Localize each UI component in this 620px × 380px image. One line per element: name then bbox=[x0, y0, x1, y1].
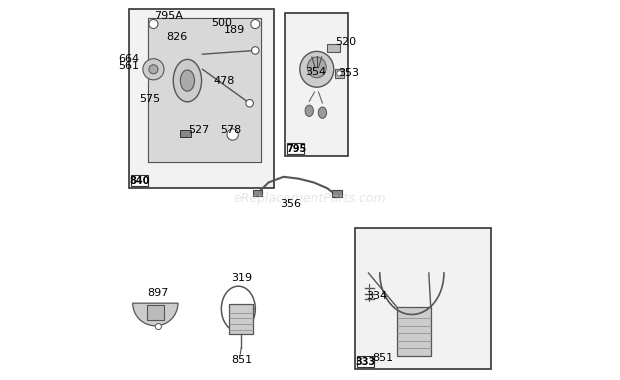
Bar bbox=[131, 175, 148, 186]
Bar bbox=[287, 143, 304, 154]
Circle shape bbox=[143, 59, 164, 80]
Bar bbox=[357, 356, 374, 367]
Text: 897: 897 bbox=[147, 288, 169, 298]
Circle shape bbox=[246, 100, 254, 107]
Text: 356: 356 bbox=[281, 200, 302, 209]
Ellipse shape bbox=[300, 51, 334, 87]
Ellipse shape bbox=[180, 70, 195, 91]
Text: 334: 334 bbox=[366, 291, 388, 301]
Text: 478: 478 bbox=[214, 76, 235, 86]
Circle shape bbox=[156, 323, 161, 329]
Text: 578: 578 bbox=[220, 125, 241, 135]
Ellipse shape bbox=[308, 57, 326, 78]
Ellipse shape bbox=[305, 105, 313, 116]
Text: 354: 354 bbox=[306, 67, 327, 77]
Text: 795A: 795A bbox=[154, 11, 182, 22]
Circle shape bbox=[337, 71, 342, 76]
Bar bbox=[332, 190, 342, 197]
Text: 353: 353 bbox=[339, 68, 360, 78]
Bar bbox=[253, 190, 262, 196]
Text: eReplacementParts.com: eReplacementParts.com bbox=[234, 192, 386, 205]
Text: 527: 527 bbox=[188, 125, 210, 135]
Circle shape bbox=[250, 19, 260, 28]
Bar bbox=[327, 44, 340, 52]
Bar bbox=[147, 305, 164, 320]
Text: 500: 500 bbox=[211, 18, 232, 28]
Text: 319: 319 bbox=[231, 272, 252, 282]
Text: 520: 520 bbox=[335, 37, 356, 47]
Bar bbox=[355, 228, 491, 369]
Circle shape bbox=[227, 129, 238, 140]
Text: 851: 851 bbox=[231, 355, 252, 365]
Bar bbox=[397, 307, 431, 356]
Bar bbox=[335, 69, 343, 78]
Circle shape bbox=[312, 70, 319, 77]
Bar bbox=[180, 130, 191, 137]
Circle shape bbox=[149, 19, 158, 28]
Text: 189: 189 bbox=[224, 25, 246, 35]
Ellipse shape bbox=[318, 107, 327, 118]
Bar bbox=[285, 13, 348, 156]
Text: 333: 333 bbox=[356, 357, 376, 367]
Text: 826: 826 bbox=[166, 32, 187, 42]
Circle shape bbox=[309, 67, 322, 81]
Text: 575: 575 bbox=[139, 95, 160, 105]
Circle shape bbox=[149, 65, 158, 74]
Text: 840: 840 bbox=[130, 176, 149, 185]
Text: 561: 561 bbox=[118, 61, 139, 71]
Ellipse shape bbox=[173, 59, 202, 102]
Circle shape bbox=[252, 47, 259, 54]
Bar bbox=[229, 304, 254, 334]
Text: 851: 851 bbox=[372, 353, 393, 363]
Text: 795: 795 bbox=[286, 144, 306, 154]
Text: 664: 664 bbox=[118, 54, 139, 64]
Polygon shape bbox=[148, 18, 261, 162]
Wedge shape bbox=[133, 303, 178, 326]
Bar bbox=[129, 9, 274, 188]
